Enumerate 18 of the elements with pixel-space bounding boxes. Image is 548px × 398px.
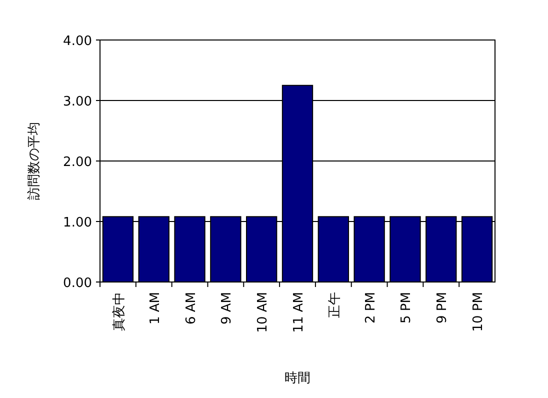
y-tick-label: 4.00 [63, 34, 92, 49]
x-tick-label: 10 PM [471, 292, 486, 332]
x-tick-label: 6 AM [184, 292, 199, 325]
y-tick-label: 3.00 [63, 94, 92, 110]
x-tick-label: 真夜中 [110, 292, 127, 331]
x-tick-label: 10 AM [256, 292, 271, 333]
x-tick-label: 1 AM [148, 292, 163, 325]
x-tick-label: 5 PM [399, 292, 414, 324]
x-tick-label: 9 AM [220, 292, 235, 325]
y-tick-label: 0.00 [63, 276, 92, 291]
y-tick-label: 1.00 [63, 216, 92, 230]
y-tick-label: 2.00 [63, 155, 92, 170]
x-axis-title: 時間 [284, 371, 310, 386]
x-tick-label: 9 PM [435, 292, 450, 324]
x-tick-label: 11 AM [292, 292, 306, 333]
x-tick-label: 2 PM [363, 292, 378, 324]
y-axis-title: 訪問数の平均 [27, 122, 42, 200]
x-tick-label: 正午 [327, 292, 342, 318]
